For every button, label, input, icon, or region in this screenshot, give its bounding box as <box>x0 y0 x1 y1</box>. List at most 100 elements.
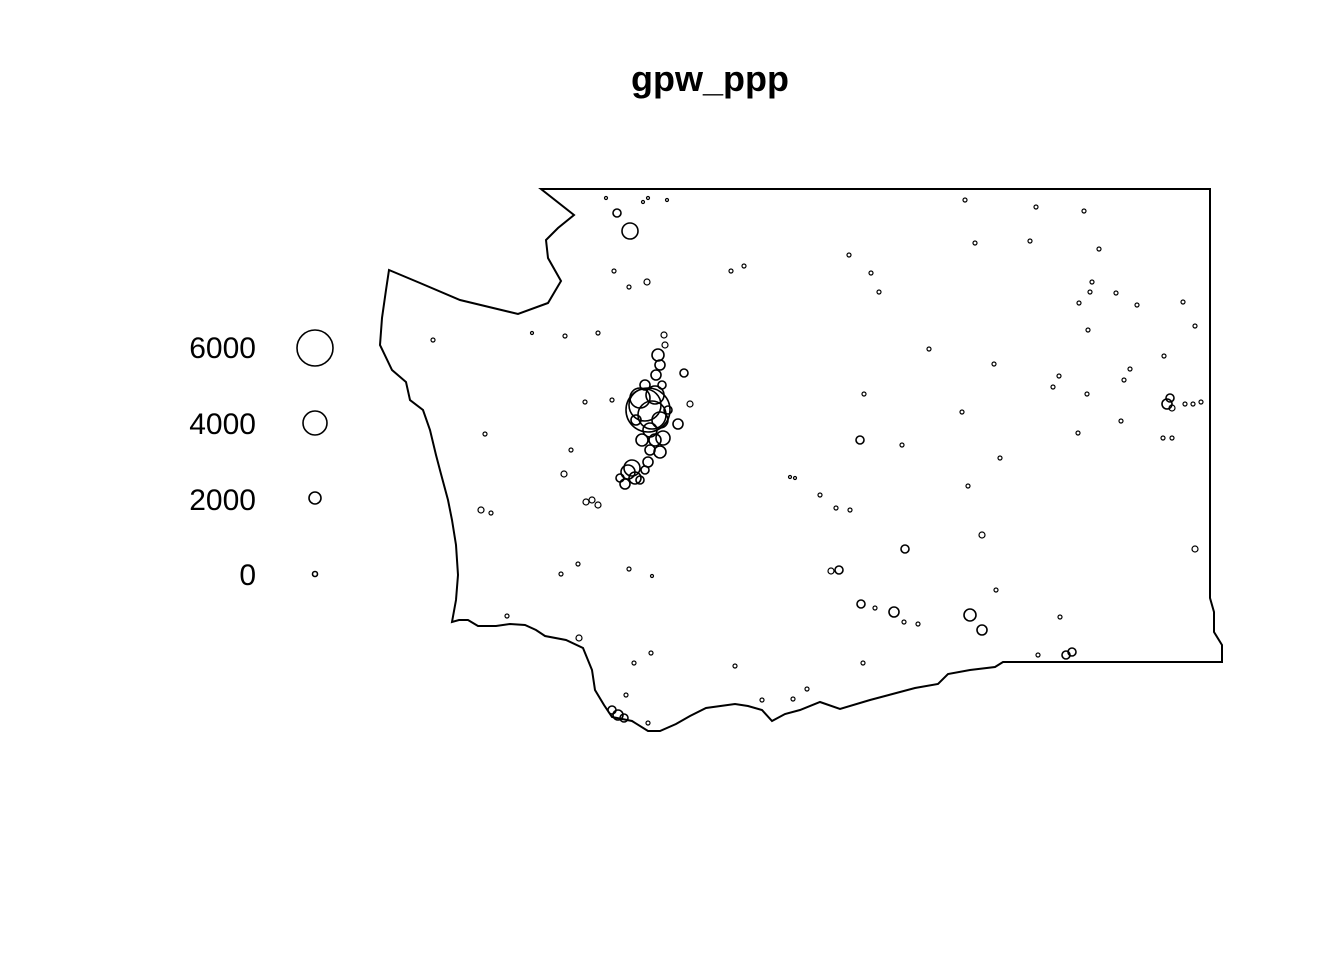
point-marker <box>582 399 588 405</box>
point-marker <box>959 409 965 415</box>
point-marker <box>900 544 910 554</box>
point-marker <box>991 361 997 367</box>
point-marker <box>1057 614 1063 620</box>
point-marker <box>630 414 642 426</box>
point-marker <box>635 433 649 447</box>
point-marker <box>1180 299 1186 305</box>
point-marker <box>915 621 921 627</box>
point-marker <box>846 252 852 258</box>
point-marker <box>621 222 639 240</box>
point-marker <box>1118 418 1124 424</box>
point-marker <box>847 507 853 513</box>
point-marker <box>868 270 874 276</box>
state-boundary <box>378 188 1223 732</box>
point-marker <box>640 465 650 475</box>
point-markers <box>430 195 1204 726</box>
point-marker <box>1084 391 1090 397</box>
point-marker <box>1085 327 1091 333</box>
point-marker <box>649 573 655 579</box>
point-marker <box>657 380 667 390</box>
point-marker <box>1169 435 1175 441</box>
point-marker <box>834 565 844 575</box>
point-marker <box>1089 279 1095 285</box>
point-marker <box>1113 290 1119 296</box>
point-marker <box>645 385 665 405</box>
point-marker <box>582 498 590 506</box>
point-marker <box>1182 401 1188 407</box>
point-marker <box>860 660 866 666</box>
point-marker <box>787 474 793 480</box>
legend-label-2000: 2000 <box>189 484 256 517</box>
point-marker <box>686 400 694 408</box>
point-marker <box>628 471 642 485</box>
point-marker <box>1050 384 1056 390</box>
point-marker <box>648 650 654 656</box>
point-marker <box>631 660 637 666</box>
point-marker <box>1161 353 1167 359</box>
point-marker <box>623 692 629 698</box>
point-marker <box>562 333 568 339</box>
point-marker <box>1165 393 1175 403</box>
point-marker <box>615 473 625 483</box>
point-marker <box>1127 366 1133 372</box>
point-marker <box>588 496 596 504</box>
legend-symbol-6000 <box>296 329 334 367</box>
point-marker <box>833 505 839 511</box>
point-marker <box>619 713 629 723</box>
legend-symbol-4000 <box>302 410 328 436</box>
point-marker <box>1168 404 1176 412</box>
point-marker <box>607 705 617 715</box>
point-marker <box>612 709 624 721</box>
point-marker <box>1033 204 1039 210</box>
plot-title: gpw_ppp <box>631 58 789 99</box>
point-marker <box>856 599 866 609</box>
legend-label-0: 0 <box>239 559 256 592</box>
point-marker <box>861 391 867 397</box>
point-marker <box>568 447 574 453</box>
point-marker <box>595 330 601 336</box>
point-marker <box>1198 399 1204 405</box>
point-marker <box>603 195 609 201</box>
point-marker <box>679 368 689 378</box>
point-marker <box>575 634 583 642</box>
point-marker <box>972 240 978 246</box>
point-marker <box>645 720 651 726</box>
point-marker <box>477 506 485 514</box>
point-marker <box>639 379 651 391</box>
point-marker <box>1027 238 1033 244</box>
point-marker <box>529 330 535 336</box>
point-marker <box>1067 647 1077 657</box>
point-marker <box>661 341 669 349</box>
point-marker <box>651 348 665 362</box>
point-marker <box>650 369 662 381</box>
point-marker <box>1134 302 1140 308</box>
point-marker <box>612 208 622 218</box>
point-marker <box>1075 430 1081 436</box>
point-marker <box>488 510 494 516</box>
legend-symbol-2000 <box>308 491 322 505</box>
point-marker <box>792 475 798 481</box>
point-marker <box>1190 401 1196 407</box>
point-marker <box>575 561 581 567</box>
point-marker <box>643 278 651 286</box>
point-marker <box>888 606 900 618</box>
point-marker <box>637 400 667 430</box>
point-marker <box>1035 652 1041 658</box>
point-marker <box>901 619 907 625</box>
point-marker <box>653 445 667 459</box>
point-marker <box>976 624 988 636</box>
point-marker <box>899 442 905 448</box>
point-marker <box>741 263 747 269</box>
legend-label-4000: 4000 <box>189 408 256 441</box>
point-marker <box>626 284 632 290</box>
point-marker <box>759 697 765 703</box>
point-marker <box>640 199 646 205</box>
point-marker <box>728 268 734 274</box>
point-marker <box>1087 289 1093 295</box>
legend-symbol-0 <box>311 570 319 578</box>
point-marker <box>732 663 738 669</box>
point-marker <box>672 418 684 430</box>
point-marker <box>558 571 564 577</box>
point-marker <box>962 197 968 203</box>
point-marker <box>504 613 510 619</box>
